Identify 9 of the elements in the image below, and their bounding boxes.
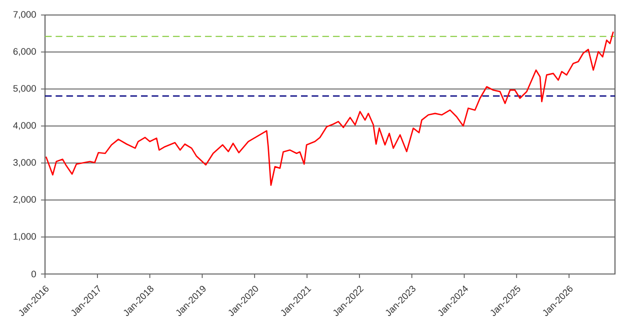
y-tick-label: 1,000	[14, 233, 36, 241]
y-tick-label: 5,000	[13, 85, 36, 93]
y-tick-label: 4,000	[13, 122, 36, 130]
y-tick-label: 6,000	[13, 48, 36, 56]
line-series	[45, 30, 614, 186]
y-tick-label: 2,000	[13, 196, 36, 204]
y-tick-label: 0	[31, 270, 36, 278]
y-tick-label: 7,000	[13, 11, 36, 19]
y-tick-label: 3,000	[13, 159, 36, 167]
